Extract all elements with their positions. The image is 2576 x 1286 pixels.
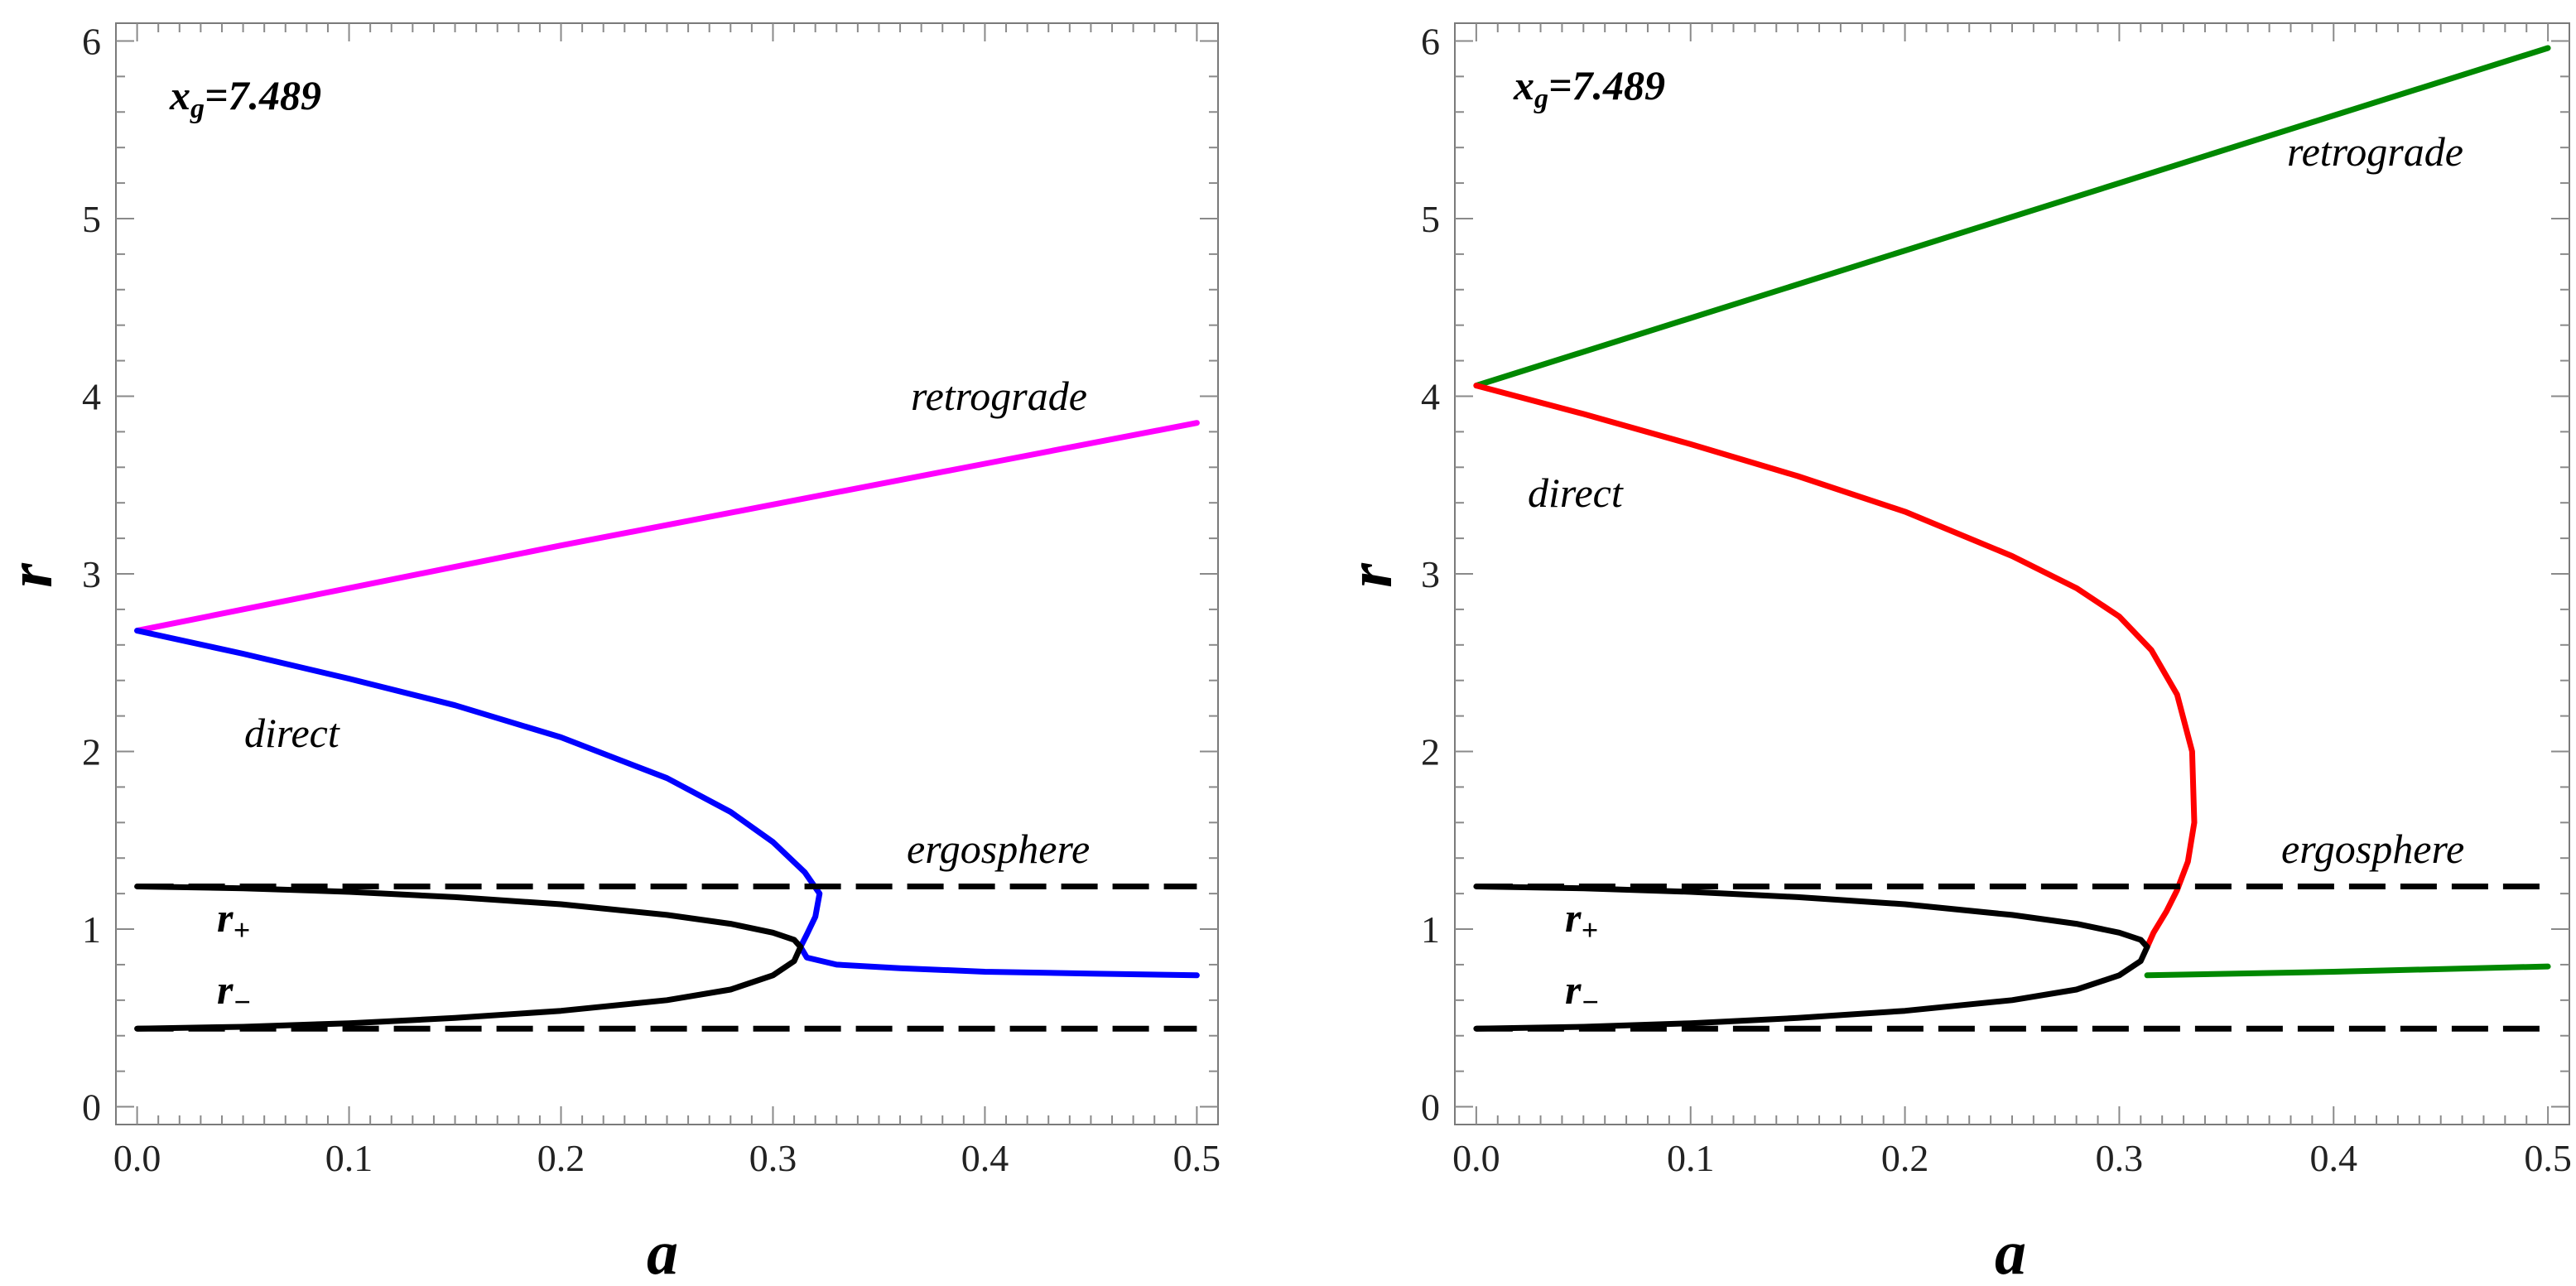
right-x-tick-label: 0.5 bbox=[2524, 1137, 2572, 1179]
right-y-tick-labels: 0 1 2 3 4 5 6 bbox=[1421, 20, 1440, 1128]
right-y-tick-label: 5 bbox=[1421, 198, 1440, 240]
left-x-tick-label: 0.4 bbox=[961, 1137, 1009, 1179]
right-r-plus-label: r+ bbox=[1565, 894, 1598, 946]
right-direct-curve bbox=[1473, 383, 2198, 950]
left-x-tick-labels: 0.0 0.1 0.2 0.3 0.4 0.5 bbox=[113, 1137, 1221, 1179]
left-ticks bbox=[116, 23, 1218, 1125]
left-y-tick-label: 4 bbox=[82, 375, 101, 417]
left-x-tick-label: 0.3 bbox=[749, 1137, 797, 1179]
left-r-plus-label: r+ bbox=[217, 894, 250, 946]
right-y-tick-label: 1 bbox=[1421, 908, 1440, 951]
left-x-tick-label: 0.5 bbox=[1173, 1137, 1221, 1179]
right-x-tick-labels: 0.0 0.1 0.2 0.3 0.4 0.5 bbox=[1452, 1137, 2572, 1179]
right-direct-label: direct bbox=[1528, 470, 1624, 516]
left-parameter-label: xg=7.489 bbox=[169, 72, 321, 124]
left-y-tick-label: 6 bbox=[82, 20, 101, 62]
right-y-tick-label: 2 bbox=[1421, 731, 1440, 773]
left-y-tick-labels: 0 1 2 3 4 5 6 bbox=[82, 20, 101, 1128]
left-y-tick-label: 5 bbox=[82, 198, 101, 240]
left-y-tick-label: 1 bbox=[82, 908, 101, 951]
left-r-minus-label: r− bbox=[217, 966, 251, 1019]
left-r-minus-curve bbox=[134, 944, 804, 1032]
left-y-tick-label: 2 bbox=[82, 731, 101, 773]
right-parameter-label: xg=7.489 bbox=[1513, 62, 1665, 114]
left-y-axis-label: r bbox=[0, 562, 65, 588]
right-r-minus-label: r− bbox=[1565, 966, 1599, 1019]
right-retrograde-curve bbox=[1473, 45, 2551, 389]
right-r-minus-curve bbox=[1473, 944, 2150, 1032]
right-y-tick-label: 6 bbox=[1421, 20, 1440, 62]
left-retrograde-curve bbox=[134, 420, 1200, 634]
left-plot-frame bbox=[115, 22, 1219, 1125]
left-direct-curve bbox=[134, 628, 1200, 979]
right-x-tick-label: 0.2 bbox=[1881, 1137, 1929, 1179]
left-x-tick-label: 0.2 bbox=[537, 1137, 585, 1179]
left-x-tick-label: 0.0 bbox=[113, 1137, 161, 1179]
right-y-tick-label: 4 bbox=[1421, 375, 1440, 417]
right-y-tick-label: 3 bbox=[1421, 553, 1440, 595]
right-ticks bbox=[1455, 23, 2569, 1125]
right-y-tick-label: 0 bbox=[1421, 1086, 1440, 1129]
right-x-tick-label: 0.1 bbox=[1667, 1137, 1715, 1179]
left-direct-label: direct bbox=[244, 710, 340, 756]
right-x-tick-label: 0.3 bbox=[2096, 1137, 2144, 1179]
right-curves bbox=[1473, 45, 2551, 1032]
left-r-plus-curve bbox=[134, 884, 804, 950]
left-ergosphere-label: ergosphere bbox=[907, 826, 1090, 872]
left-retrograde-label: retrograde bbox=[911, 373, 1087, 419]
left-y-tick-label: 3 bbox=[82, 553, 101, 595]
right-retrograde-inner-curve bbox=[2144, 963, 2551, 979]
right-ergosphere-label: ergosphere bbox=[2281, 826, 2464, 872]
right-r-plus-curve bbox=[1473, 884, 2150, 950]
right-y-axis-label: r bbox=[1336, 562, 1405, 588]
right-plot-frame bbox=[1454, 22, 2570, 1125]
left-curves bbox=[134, 420, 1200, 1032]
left-x-tick-label: 0.1 bbox=[325, 1137, 373, 1179]
right-retrograde-label: retrograde bbox=[2287, 128, 2463, 175]
left-x-axis-label: a bbox=[647, 1218, 678, 1286]
right-x-tick-label: 0.0 bbox=[1452, 1137, 1500, 1179]
left-y-tick-label: 0 bbox=[82, 1086, 101, 1129]
right-x-axis-label: a bbox=[1995, 1218, 2026, 1286]
right-x-tick-label: 0.4 bbox=[2310, 1137, 2358, 1179]
